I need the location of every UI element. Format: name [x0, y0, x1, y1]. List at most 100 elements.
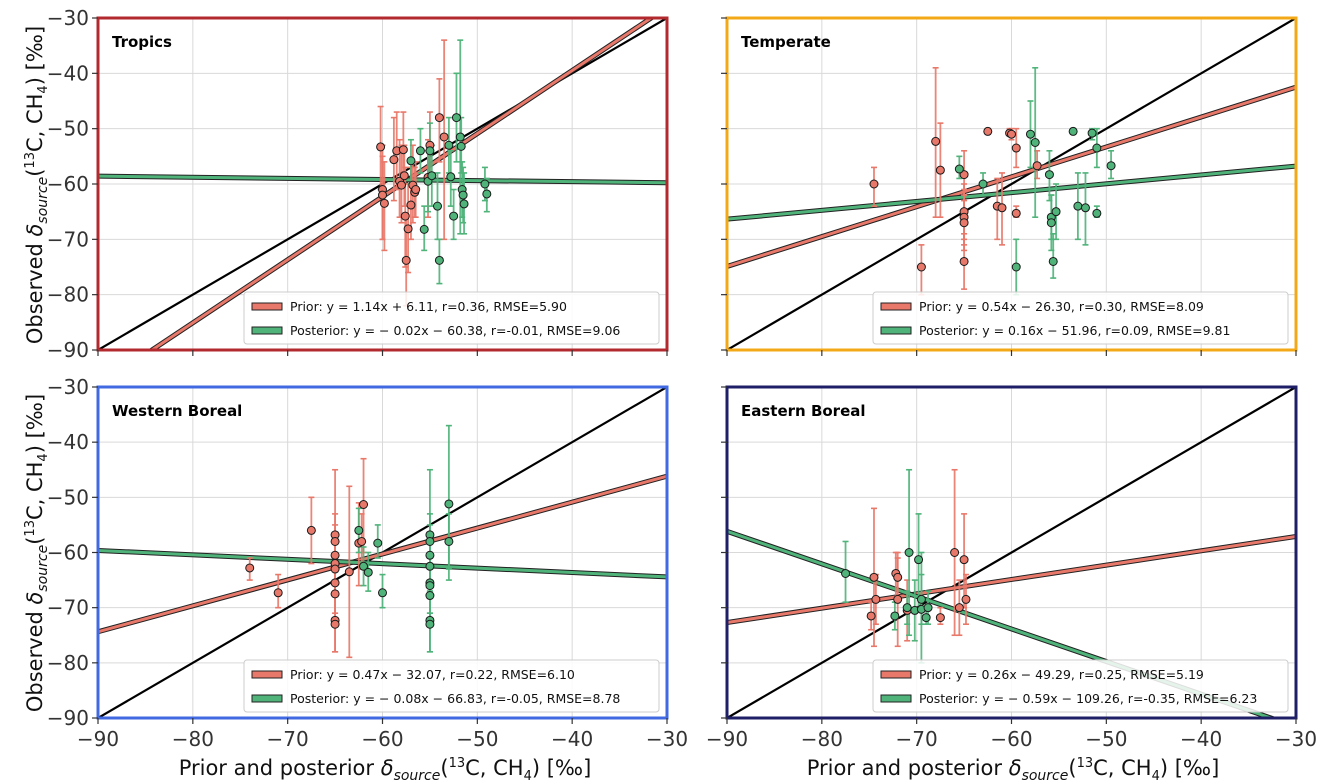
data-point-prior [893, 594, 903, 604]
y-tick-label: −30 [47, 6, 89, 30]
legend-swatch-posterior [880, 326, 912, 335]
data-point-posterior [890, 611, 900, 621]
data-point-posterior [373, 538, 383, 548]
data-point-prior [376, 142, 386, 152]
data-point-prior [916, 262, 926, 272]
data-point-prior [399, 171, 409, 181]
panel-title: Eastern Boreal [741, 402, 866, 420]
data-point-posterior [902, 603, 912, 613]
one-to-one-line [727, 18, 1296, 350]
data-point-prior [866, 611, 876, 621]
data-point-posterior [1030, 138, 1040, 147]
y-axis-label-top: Observed δsource(13C, CH4) [‰] [23, 26, 51, 344]
data-point-posterior [451, 113, 461, 123]
legend-label-prior: Prior: y = 0.47x − 32.07, r=0.22, RMSE=6… [290, 667, 575, 682]
data-point-posterior [446, 172, 456, 182]
data-point-prior [893, 572, 903, 582]
data-point-prior [869, 572, 879, 582]
data-point-posterior [425, 581, 435, 591]
data-point-posterior [425, 536, 435, 546]
data-point-posterior [1025, 129, 1035, 139]
y-tick-label: −40 [47, 61, 89, 85]
data-point-prior [403, 224, 413, 234]
data-point-posterior [427, 171, 437, 181]
y-tick-label: −70 [47, 227, 89, 251]
legend: Prior: y = 0.47x − 32.07, r=0.22, RMSE=6… [243, 659, 660, 713]
data-point-posterior [1092, 143, 1102, 153]
legend: Prior: y = 0.54x − 26.30, r=0.30, RMSE=8… [872, 291, 1289, 345]
panel-western-boreal: −90 −80 −70 −60 −50 −40 −30 −90 −80 −70 −60 −50 −40 −… [47, 375, 688, 751]
x-tick-label: −60 [361, 727, 403, 751]
y-tick-label: −50 [47, 117, 89, 141]
data-point-prior [1032, 161, 1042, 171]
data-point-prior [378, 190, 387, 200]
legend-swatch-prior [251, 302, 283, 311]
legend-box [243, 291, 660, 345]
data-point-posterior [425, 550, 435, 560]
data-point-posterior [1068, 126, 1078, 136]
y-tick-label: −90 [47, 338, 89, 362]
data-point-posterior [1044, 170, 1054, 180]
legend-label-prior: Prior: y = 0.54x − 26.30, r=0.30, RMSE=8… [919, 299, 1204, 314]
y-tick-label: −60 [47, 541, 89, 565]
data-point-prior [245, 563, 255, 573]
legend-swatch-posterior [251, 326, 283, 335]
fit-line-posterior [727, 164, 1296, 221]
data-point-prior [398, 145, 408, 155]
data-point-posterior [444, 140, 454, 150]
data-point-posterior [954, 164, 964, 174]
data-point-posterior [1073, 201, 1083, 211]
legend-swatch-posterior [880, 694, 912, 703]
data-point-posterior [406, 156, 416, 166]
data-point-prior [959, 256, 969, 266]
legend: Prior: y = 0.26x − 49.29, r=0.25, RMSE=5… [872, 659, 1289, 713]
data-point-posterior [449, 211, 459, 221]
data-point-posterior [914, 555, 924, 565]
data-point-prior [959, 555, 969, 565]
legend: Prior: y = 1.14x + 6.11, r=0.36, RMSE=5.… [243, 291, 660, 345]
x-tick-label: −90 [77, 727, 119, 751]
data-point-posterior [425, 591, 435, 601]
fit-line-prior [727, 85, 1296, 268]
data-point-prior [344, 567, 354, 577]
panel-title: Western Boreal [112, 402, 242, 420]
legend-label-posterior: Posterior: y = 0.16x − 51.96, r=0.09, RM… [919, 323, 1230, 338]
data-point-posterior [455, 132, 465, 142]
data-point-posterior [425, 561, 435, 571]
legend-swatch-prior [251, 670, 283, 679]
panel-eastern-boreal: −90 −80 −70 −60 −50 −40 −30 Eastern Boreal Prior… [706, 385, 1317, 751]
data-point-posterior [841, 568, 851, 578]
panel-tropics: −90 −80 −70 −60 −50 −40 −30 Tropics Prior: y = 1… [47, 6, 669, 362]
y-tick-label: −40 [47, 430, 89, 454]
y-tick-label: −80 [47, 651, 89, 675]
y-tick-label: −90 [47, 706, 89, 730]
data-point-posterior [1051, 207, 1061, 217]
one-to-one-line [727, 387, 1296, 718]
y-tick-label: −30 [47, 375, 89, 399]
data-point-prior [330, 550, 340, 560]
data-point-posterior [359, 561, 369, 571]
data-point-posterior [425, 146, 435, 156]
data-point-prior [959, 218, 969, 228]
data-point-posterior [921, 613, 931, 623]
data-point-posterior [482, 189, 492, 199]
data-point-posterior [1106, 161, 1116, 171]
x-tick-label: −40 [551, 727, 593, 751]
data-point-prior [869, 179, 879, 189]
data-point-prior [997, 203, 1007, 213]
x-tick-label: −70 [896, 727, 938, 751]
x-tick-label: −80 [172, 727, 214, 751]
x-tick-label: −80 [801, 727, 843, 751]
data-point-prior [983, 126, 993, 136]
data-point-posterior [923, 603, 933, 613]
data-point-prior [439, 132, 449, 142]
data-point-prior [1011, 208, 1021, 218]
legend-box [243, 659, 660, 713]
x-tick-label: −50 [1085, 727, 1127, 751]
legend-swatch-prior [880, 302, 912, 311]
fit-line-prior [727, 534, 1296, 624]
data-point-prior [330, 619, 340, 629]
data-point-prior [434, 113, 444, 123]
panel-title: Tropics [112, 33, 172, 51]
data-point-prior [935, 613, 945, 623]
